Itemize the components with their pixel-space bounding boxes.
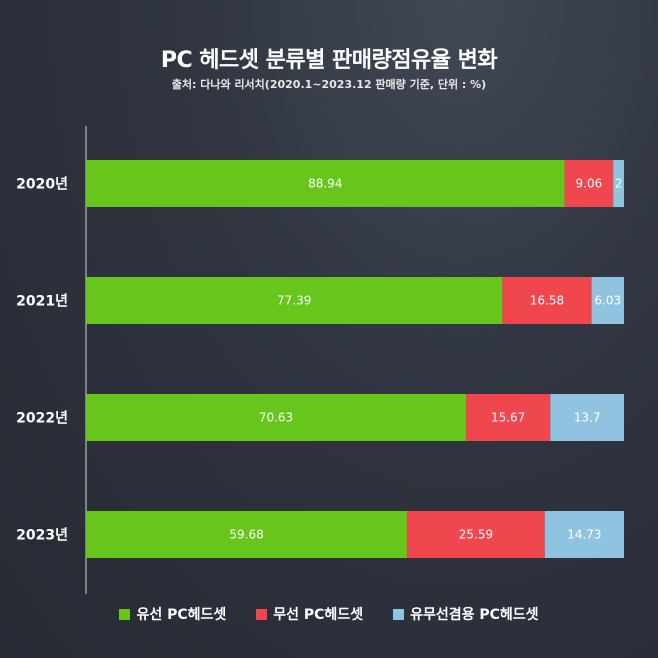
bar-wired-3 xyxy=(86,394,466,441)
bar-wireless-3 xyxy=(465,394,551,441)
legend-item-wired: 유선 PC헤드셋 xyxy=(119,604,226,624)
legend-label-wired: 유선 PC헤드셋 xyxy=(136,607,227,623)
legend-item-hybrid: 유무선겸용 PC헤드셋 xyxy=(393,604,539,624)
bar-wired-4 xyxy=(86,511,408,558)
category-label-2: 2021년 xyxy=(16,294,68,310)
legend: 유선 PC헤드셋 무선 PC헤드셋 유무선겸용 PC헤드셋 xyxy=(0,604,658,624)
legend-swatch-wired xyxy=(119,608,131,620)
chart-subtitle: 출처: 다나와 리서치(2020.1~2023.12 판매량 기준, 단위 : … xyxy=(171,78,487,91)
bar-wireless-4 xyxy=(407,511,545,558)
bar-wired-1 xyxy=(86,160,565,207)
legend-item-wireless: 무선 PC헤드셋 xyxy=(256,604,363,624)
data-label-wireless-1: 9.06 xyxy=(576,177,603,191)
data-label-wireless-4: 25.59 xyxy=(459,528,493,542)
data-label-wireless-2: 16.58 xyxy=(530,294,564,308)
bar-hybrid-1 xyxy=(613,160,624,207)
bar-hybrid-4 xyxy=(544,511,624,558)
data-label-hybrid-2: 6.03 xyxy=(594,294,621,308)
bar-wireless-2 xyxy=(502,277,592,324)
data-label-hybrid-3: 13.7 xyxy=(574,411,601,425)
data-label-wired-3: 70.63 xyxy=(259,411,293,425)
category-label-4: 2023년 xyxy=(16,528,68,544)
data-label-wired-4: 59.68 xyxy=(229,528,263,542)
legend-label-wireless: 무선 PC헤드셋 xyxy=(273,607,364,623)
chart-title: PC 헤드셋 분류별 판매량점유율 변화 xyxy=(160,48,498,73)
data-label-wireless-3: 15.67 xyxy=(491,411,525,425)
data-label-wired-2: 77.39 xyxy=(277,294,311,308)
legend-label-hybrid: 유무선겸용 PC헤드셋 xyxy=(410,607,539,623)
data-label-hybrid-1: 2 xyxy=(615,177,623,191)
legend-swatch-hybrid xyxy=(393,608,405,620)
bar-wired-2 xyxy=(86,277,503,324)
category-label-3: 2022년 xyxy=(16,411,68,427)
bar-wireless-1 xyxy=(564,160,614,207)
data-label-wired-1: 88.94 xyxy=(308,177,342,191)
bar-hybrid-3 xyxy=(550,394,624,441)
data-label-hybrid-4: 14.73 xyxy=(567,528,601,542)
bar-hybrid-2 xyxy=(591,277,624,324)
category-label-1: 2020년 xyxy=(16,177,68,193)
legend-swatch-wireless xyxy=(256,608,268,620)
